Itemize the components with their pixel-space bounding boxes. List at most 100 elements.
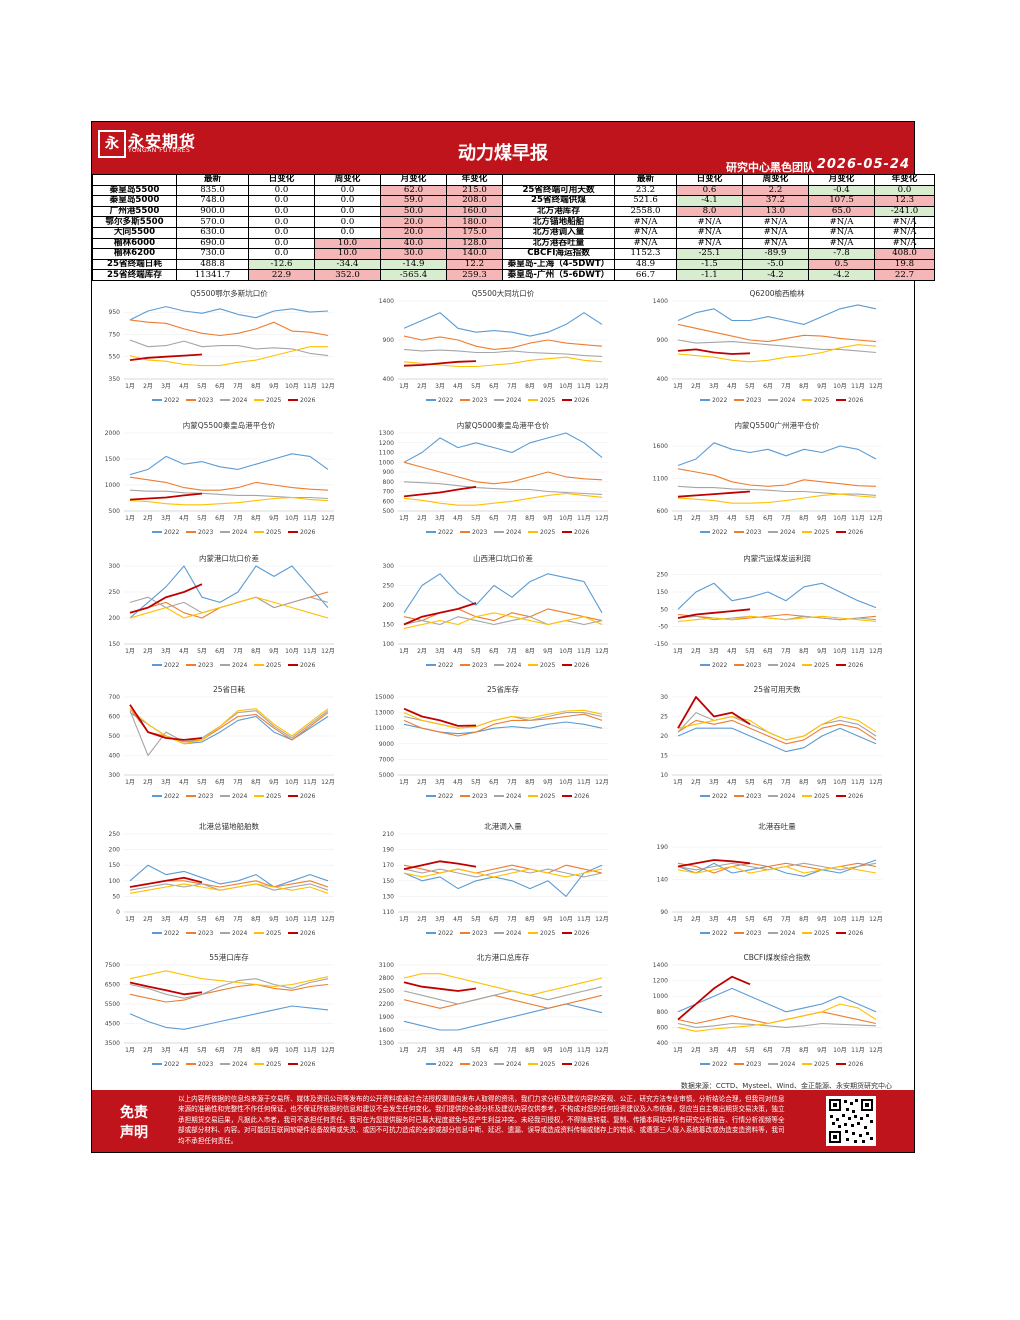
row-label: 大同5500 <box>92 226 177 239</box>
legend-label: 2025 <box>540 793 555 800</box>
x-tick-label: 2月 <box>417 916 427 923</box>
value-cell: -4.2 <box>742 269 809 281</box>
legend-label: 2025 <box>540 1061 555 1068</box>
y-tick-label: 1400 <box>653 298 668 305</box>
x-tick-label: 1月 <box>125 1047 135 1054</box>
x-tick-label: 9月 <box>543 916 553 923</box>
chart-plot: 5000 7000 9000 11000 13000 15000 1月 2月 3月 4月 5月 6月 7… <box>375 694 609 800</box>
series-line-2022 <box>677 987 877 1013</box>
chart-plot: 110 130 150 170 190 210 1月 2月 3月 4月 5月 6月 7月 8月 9月 10月 1… <box>383 831 609 937</box>
y-tick-label: 800 <box>383 479 395 486</box>
x-tick-label: 11月 <box>851 1047 865 1054</box>
y-tick-label: 150 <box>657 589 669 596</box>
series-line-2024 <box>129 710 329 757</box>
table-row: 大同5500 630.0 0.0 0.0 20.0 175.0 北方港调入量 #N/A #N/A… <box>92 226 935 239</box>
legend-label: 2026 <box>848 529 863 536</box>
legend-label: 2024 <box>780 662 795 669</box>
table-row: 榆林6000 690.0 0.0 10.0 40.0 128.0 北方港吞吐量 #N/A #N/… <box>92 237 935 250</box>
y-tick-label: 750 <box>109 331 121 338</box>
chart-plot: 1300 1600 1900 2200 2500 2800 3100 1月 2月 3月 4月 5月 6月… <box>379 962 609 1068</box>
y-tick-label: 1300 <box>379 1040 394 1047</box>
y-tick-label: 2200 <box>379 1001 394 1008</box>
legend-label: 2025 <box>266 1061 281 1068</box>
legend-label: 2022 <box>438 397 453 404</box>
x-tick-label: 7月 <box>233 383 243 390</box>
series-line-2023 <box>403 461 603 485</box>
x-tick-label: 12月 <box>321 648 335 655</box>
x-tick-label: 5月 <box>197 383 207 390</box>
logo-name-cn: 永安期货 <box>128 132 197 151</box>
x-tick-label: 3月 <box>709 779 719 786</box>
series-line-2025 <box>677 865 877 874</box>
y-tick-label: 900 <box>383 469 395 476</box>
legend-label: 2026 <box>300 1061 315 1068</box>
x-tick-label: 3月 <box>709 648 719 655</box>
x-tick-label: 5月 <box>471 648 481 655</box>
legend-label: 2023 <box>746 793 761 800</box>
row-label: 25省终端库存 <box>92 269 177 281</box>
y-tick-label: 200 <box>109 615 121 622</box>
y-tick-label: 15000 <box>375 694 394 701</box>
y-tick-label: 20 <box>660 733 668 740</box>
value-cell: 8.0 <box>676 205 743 218</box>
value-cell: 10.0 <box>314 248 381 260</box>
y-tick-label: 300 <box>109 563 121 570</box>
series-line-2025 <box>129 970 329 988</box>
y-tick-label: 1500 <box>105 456 120 463</box>
series-line-2022 <box>677 442 877 467</box>
x-tick-label: 5月 <box>197 648 207 655</box>
table-body: 秦皇岛5500 835.0 0.0 0.0 62.0 215.0 25省终端可用天数 23.2… <box>92 184 935 281</box>
legend-label: 2025 <box>814 793 829 800</box>
x-tick-label: 4月 <box>727 1047 737 1054</box>
x-tick-label: 12月 <box>321 779 335 786</box>
x-tick-label: 11月 <box>577 916 591 923</box>
y-tick-label: 30 <box>660 694 668 701</box>
legend-label: 2024 <box>780 793 795 800</box>
value-cell: 1152.3 <box>614 248 677 260</box>
x-tick-label: 11月 <box>851 779 865 786</box>
series-line-2022 <box>677 582 877 610</box>
value-cell: -7.8 <box>808 248 875 260</box>
legend-label: 2023 <box>746 930 761 937</box>
y-tick-label: 500 <box>383 508 395 515</box>
x-tick-label: 9月 <box>269 515 279 522</box>
legend-label: 2023 <box>746 1061 761 1068</box>
value-cell: 900.0 <box>176 205 249 218</box>
value-cell: 0.0 <box>314 184 381 197</box>
y-tick-label: 950 <box>109 309 121 316</box>
value-cell: #N/A <box>742 237 809 250</box>
value-cell: 208.0 <box>446 195 503 207</box>
price-table: 最新 日变化 周变化 月变化 年变化 最新 日变化 周变化 月变化 年变化 秦皇岛5500 835.… <box>92 174 935 281</box>
x-tick-label: 5月 <box>197 779 207 786</box>
x-tick-label: 3月 <box>435 648 445 655</box>
y-tick-label: 1400 <box>653 962 668 969</box>
x-tick-label: 8月 <box>525 1047 535 1054</box>
chart-plot: 90 140 190 1月 2月 3月 4月 5月 6月 7月 8月 9月 10月 11月 12月 2022 2… <box>657 844 883 937</box>
legend-label: 2023 <box>198 397 213 404</box>
series-line-2022 <box>129 712 329 745</box>
y-tick-label: 400 <box>109 753 121 760</box>
x-tick-label: 1月 <box>399 779 409 786</box>
series-line-2026 <box>129 876 203 888</box>
x-tick-label: 7月 <box>781 515 791 522</box>
value-cell: 19.8 <box>874 258 935 271</box>
series-line-2024 <box>403 712 603 729</box>
value-cell: -1.5 <box>676 258 743 271</box>
value-cell: 0.0 <box>248 205 315 218</box>
x-tick-label: 12月 <box>595 916 609 923</box>
value-cell: 40.0 <box>380 237 447 250</box>
charts-grid: Q5500鄂尔多斯坑口价 350 550 750 950 1月 2月 3月 4月 5月 6月 7月 8月… <box>92 287 914 1082</box>
value-cell: -4.2 <box>808 269 875 281</box>
legend-label: 2024 <box>780 930 795 937</box>
x-tick-label: 11月 <box>303 779 317 786</box>
x-tick-label: 2月 <box>143 779 153 786</box>
legend-label: 2025 <box>266 397 281 404</box>
x-tick-label: 4月 <box>179 515 189 522</box>
value-cell: 11341.7 <box>176 269 249 281</box>
table-header-cell: 日变化 <box>676 174 743 186</box>
value-cell: -241.0 <box>874 205 935 218</box>
x-tick-label: 7月 <box>507 383 517 390</box>
y-tick-label: 90 <box>660 909 668 916</box>
y-tick-label: 300 <box>109 772 121 779</box>
y-tick-label: 50 <box>112 893 120 900</box>
